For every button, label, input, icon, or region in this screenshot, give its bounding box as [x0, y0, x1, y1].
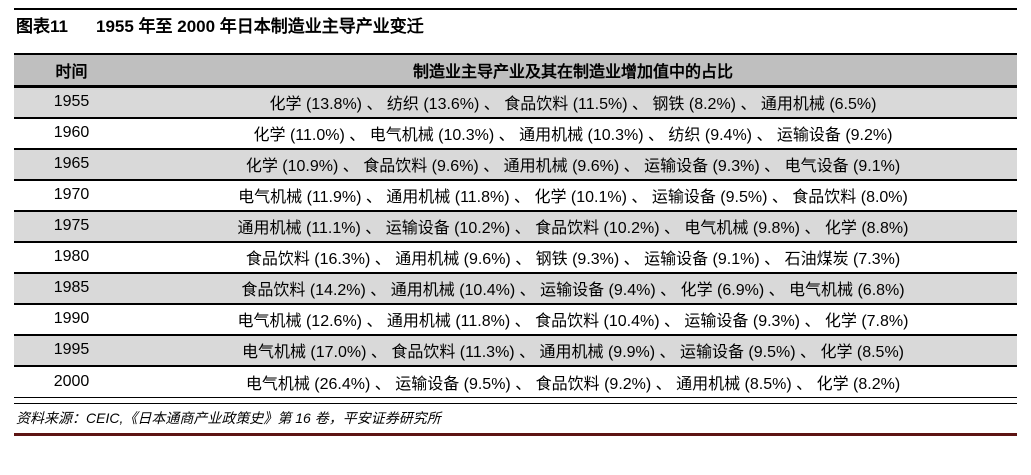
column-header-industries: 制造业主导产业及其在制造业增加值中的占比: [412, 63, 733, 81]
bottom-rule: [14, 433, 1017, 437]
footer-separator-rule: [14, 402, 1017, 404]
industries-cell: 化学 (11.0%) 、 电气机械 (10.3%) 、 通用机械 (10.3%)…: [253, 127, 893, 145]
table-row: 1965 化学 (10.9%) 、 食品饮料 (9.6%) 、 通用机械 (9.6…: [14, 149, 1017, 181]
table-row: 1995 电气机械 (17.0%) 、 食品饮料 (11.3%) 、 通用机械 (…: [14, 335, 1017, 367]
year-cell: 1970: [53, 186, 90, 204]
table-row: 1980 食品饮料 (16.3%) 、 通用机械 (9.6%) 、 钢铁 (9.3…: [14, 242, 1017, 274]
top-rule: [14, 8, 1017, 10]
table-row: 1960 化学 (11.0%) 、 电气机械 (10.3%) 、 通用机械 (10…: [14, 118, 1017, 150]
figure-title-row: 图表11 1955 年至 2000 年日本制造业主导产业变迁: [0, 10, 1031, 46]
year-cell: 1975: [53, 217, 90, 235]
year-cell: 1960: [53, 124, 90, 142]
industries-cell: 电气机械 (26.4%) 、 运输设备 (9.5%) 、 食品饮料 (9.2%)…: [245, 375, 901, 393]
column-header-time: 时间: [55, 63, 88, 81]
table-row: 2000 电气机械 (26.4%) 、 运输设备 (9.5%) 、 食品饮料 (9…: [14, 366, 1017, 398]
industries-cell: 电气机械 (12.6%) 、 通用机械 (11.8%) 、 食品饮料 (10.4…: [237, 313, 909, 331]
industries-cell: 电气机械 (11.9%) 、 通用机械 (11.8%) 、 化学 (10.1%)…: [238, 189, 908, 207]
figure-label: 图表11: [16, 17, 68, 36]
year-cell: 1985: [53, 279, 90, 297]
year-cell: 2000: [53, 372, 90, 390]
industries-cell: 化学 (10.9%) 、 食品饮料 (9.6%) 、 通用机械 (9.6%) 、…: [245, 158, 901, 176]
industries-cell: 食品饮料 (16.3%) 、 通用机械 (9.6%) 、 钢铁 (9.3%) 、…: [245, 251, 901, 269]
table-row: 1970 电气机械 (11.9%) 、 通用机械 (11.8%) 、 化学 (10…: [14, 180, 1017, 212]
table-row: 1985 食品饮料 (14.2%) 、 通用机械 (10.4%) 、 运输设备 (…: [14, 273, 1017, 305]
year-cell: 1965: [53, 155, 90, 173]
year-cell: 1955: [53, 93, 90, 111]
table-body: 1955 化学 (13.8%) 、 纺织 (13.6%) 、 食品饮料 (11.5…: [14, 87, 1017, 398]
industries-cell: 电气机械 (17.0%) 、 食品饮料 (11.3%) 、 通用机械 (9.9%…: [241, 344, 905, 362]
table-row: 1975 通用机械 (11.1%) 、 运输设备 (10.2%) 、 食品饮料 (…: [14, 211, 1017, 243]
industries-table: 时间 制造业主导产业及其在制造业增加值中的占比 1955 化学 (13.8%) 、…: [14, 52, 1017, 398]
industries-cell: 通用机械 (11.1%) 、 运输设备 (10.2%) 、 食品饮料 (10.2…: [237, 220, 909, 238]
year-cell: 1980: [53, 248, 90, 266]
source-note: 资料来源：CEIC,《日本通商产业政策史》第 16 卷，平安证券研究所: [16, 409, 441, 426]
table-header-row: 时间 制造业主导产业及其在制造业增加值中的占比: [14, 54, 1017, 88]
table-row: 1955 化学 (13.8%) 、 纺织 (13.6%) 、 食品饮料 (11.5…: [14, 87, 1017, 119]
page-title: 1955 年至 2000 年日本制造业主导产业变迁: [95, 17, 424, 36]
year-cell: 1995: [53, 341, 90, 359]
year-cell: 1990: [53, 310, 90, 328]
industries-cell: 化学 (13.8%) 、 纺织 (13.6%) 、 食品饮料 (11.5%) 、…: [269, 96, 877, 114]
industries-cell: 食品饮料 (14.2%) 、 通用机械 (10.4%) 、 运输设备 (9.4%…: [241, 282, 905, 300]
table-row: 1990 电气机械 (12.6%) 、 通用机械 (11.8%) 、 食品饮料 (…: [14, 304, 1017, 336]
